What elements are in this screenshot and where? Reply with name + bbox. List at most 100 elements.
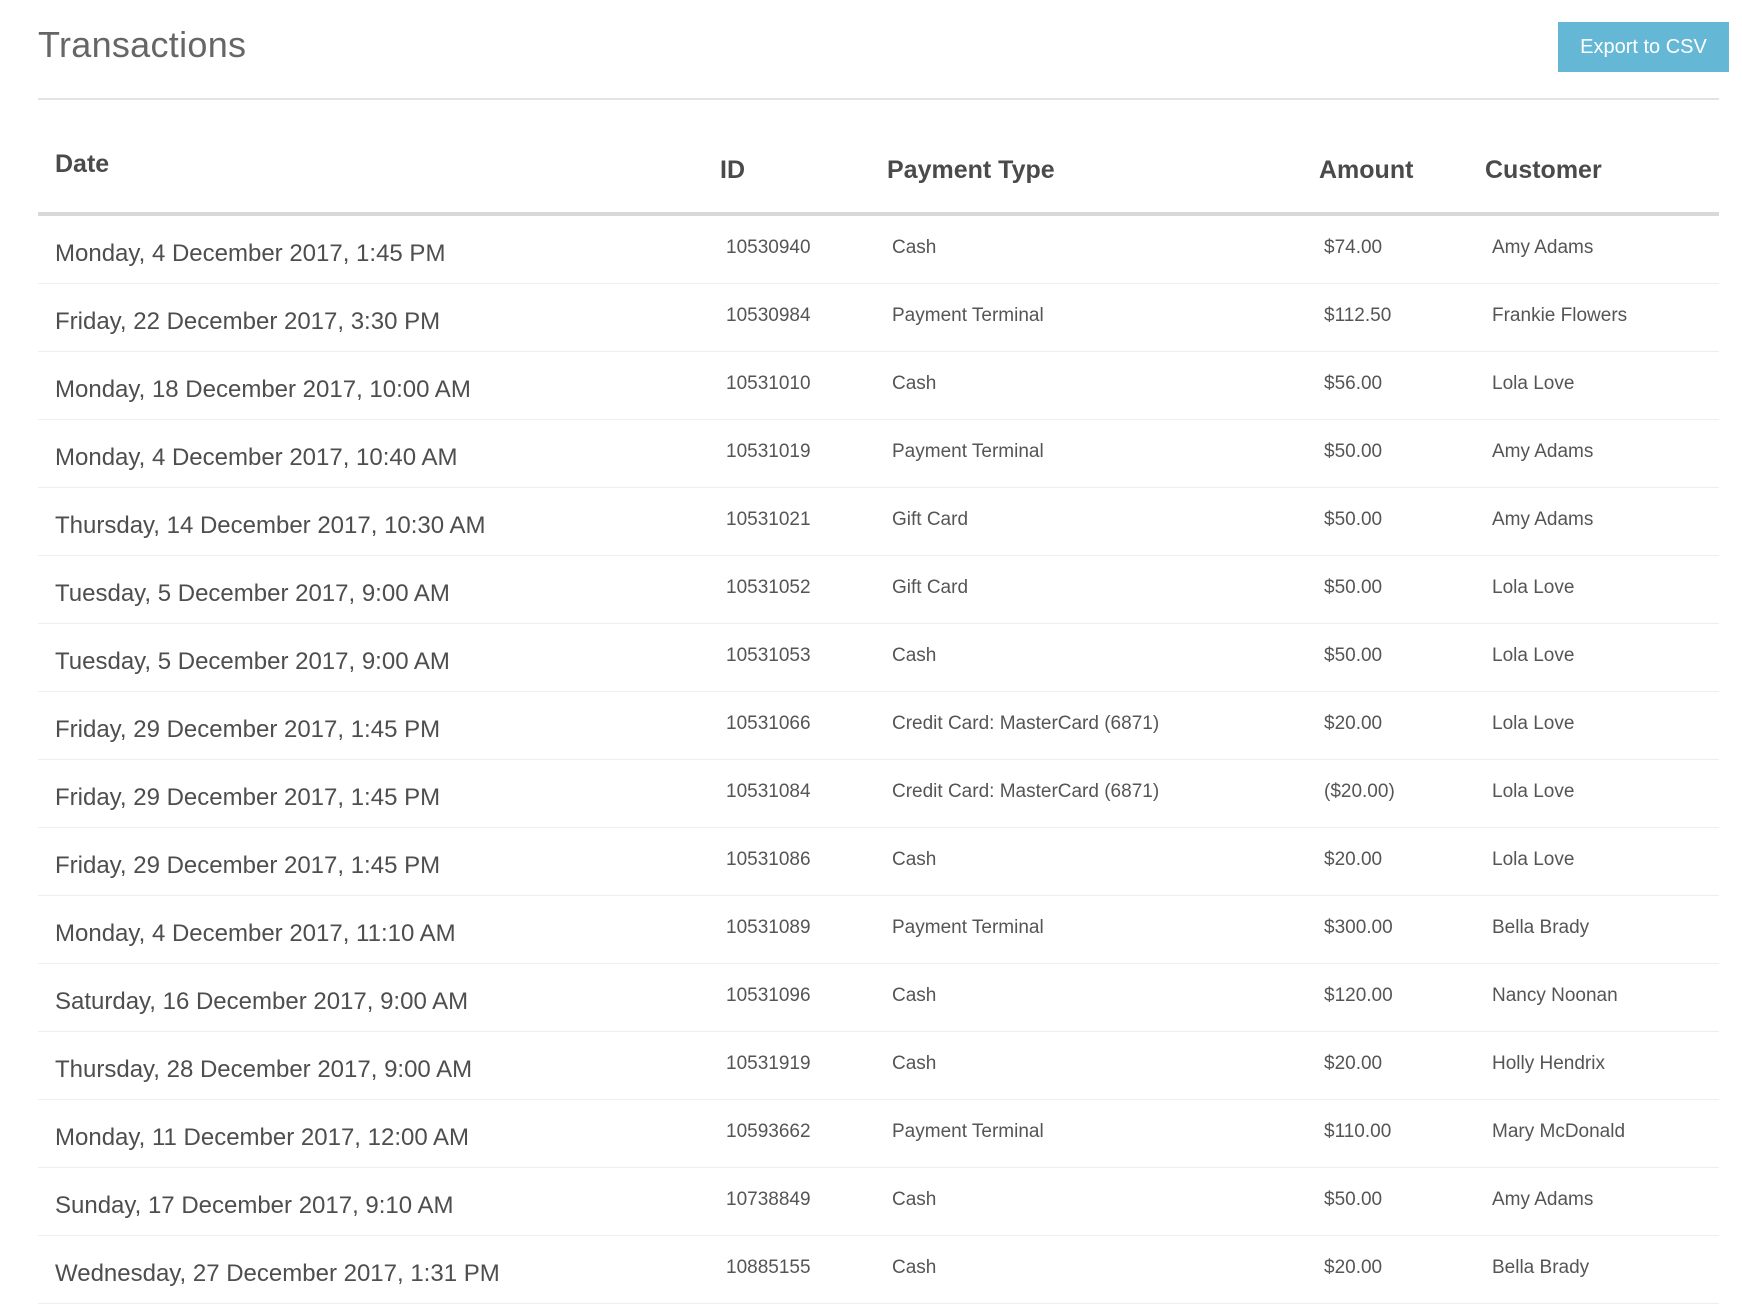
cell-customer: Amy Adams xyxy=(1492,1189,1594,1210)
cell-customer: Nancy Noonan xyxy=(1492,985,1618,1006)
cell-amount: $74.00 xyxy=(1324,237,1383,258)
cell-amount: $56.00 xyxy=(1324,373,1383,394)
page-title: Transactions xyxy=(38,24,247,65)
table-row[interactable]: Monday, 4 December 2017, 10:40 AM 1053101… xyxy=(38,420,1719,488)
export-csv-button[interactable]: Export to CSV xyxy=(1558,22,1729,72)
cell-date: Friday, 29 December 2017, 1:45 PM xyxy=(55,716,441,743)
column-header-date[interactable]: Date xyxy=(55,150,110,178)
cell-payment-type: Cash xyxy=(892,1257,937,1278)
cell-amount: $50.00 xyxy=(1324,577,1383,598)
cell-customer: Bella Brady xyxy=(1492,917,1590,938)
cell-amount: $300.00 xyxy=(1324,917,1393,938)
cell-customer: Amy Adams xyxy=(1492,509,1594,530)
table-row[interactable]: Saturday, 16 December 2017, 9:00 AM 10531… xyxy=(38,964,1719,1032)
cell-amount: $50.00 xyxy=(1324,1189,1383,1210)
cell-customer: Lola Love xyxy=(1492,373,1575,394)
table-row[interactable]: Tuesday, 5 December 2017, 9:00 AM 1053105… xyxy=(38,624,1719,692)
cell-id: 10531066 xyxy=(726,713,811,734)
cell-customer: Lola Love xyxy=(1492,645,1575,666)
cell-amount: $50.00 xyxy=(1324,509,1383,530)
cell-id: 10885155 xyxy=(726,1257,811,1278)
cell-payment-type: Payment Terminal xyxy=(892,917,1044,938)
transactions-table-body: Monday, 4 December 2017, 1:45 PM 10530940… xyxy=(38,216,1719,1304)
table-row[interactable]: Thursday, 14 December 2017, 10:30 AM 1053… xyxy=(38,488,1719,556)
column-header-customer[interactable]: Customer xyxy=(1485,156,1602,184)
cell-payment-type: Cash xyxy=(892,1053,937,1074)
table-row[interactable]: Friday, 29 December 2017, 1:45 PM 1053106… xyxy=(38,692,1719,760)
cell-date: Monday, 18 December 2017, 10:00 AM xyxy=(55,376,471,403)
table-row[interactable]: Monday, 18 December 2017, 10:00 AM 105310… xyxy=(38,352,1719,420)
cell-id: 10530984 xyxy=(726,305,811,326)
column-header-id[interactable]: ID xyxy=(720,156,745,184)
cell-customer: Holly Hendrix xyxy=(1492,1053,1605,1074)
cell-date: Monday, 4 December 2017, 11:10 AM xyxy=(55,920,456,947)
cell-customer: Amy Adams xyxy=(1492,441,1594,462)
cell-payment-type: Credit Card: MasterCard (6871) xyxy=(892,713,1160,734)
cell-id: 10531086 xyxy=(726,849,811,870)
table-row[interactable]: Tuesday, 5 December 2017, 9:00 AM 1053105… xyxy=(38,556,1719,624)
cell-id: 10531089 xyxy=(726,917,811,938)
cell-amount: $20.00 xyxy=(1324,1053,1383,1074)
table-row[interactable]: Monday, 4 December 2017, 1:45 PM 10530940… xyxy=(38,216,1719,284)
table-row[interactable]: Sunday, 17 December 2017, 9:10 AM 1073884… xyxy=(38,1168,1719,1236)
cell-date: Monday, 4 December 2017, 10:40 AM xyxy=(55,444,458,471)
cell-customer: Frankie Flowers xyxy=(1492,305,1628,326)
cell-id: 10531052 xyxy=(726,577,811,598)
cell-date: Monday, 4 December 2017, 1:45 PM xyxy=(55,240,446,267)
cell-id: 10531919 xyxy=(726,1053,811,1074)
cell-payment-type: Payment Terminal xyxy=(892,305,1044,326)
cell-amount: $112.50 xyxy=(1324,305,1392,326)
cell-payment-type: Gift Card xyxy=(892,577,969,598)
cell-date: Saturday, 16 December 2017, 9:00 AM xyxy=(55,988,469,1015)
cell-payment-type: Payment Terminal xyxy=(892,1121,1044,1142)
cell-id: 10531096 xyxy=(726,985,811,1006)
cell-payment-type: Cash xyxy=(892,849,937,870)
column-header-amount[interactable]: Amount xyxy=(1319,156,1414,184)
cell-customer: Lola Love xyxy=(1492,577,1575,598)
cell-date: Friday, 29 December 2017, 1:45 PM xyxy=(55,852,441,879)
cell-date: Tuesday, 5 December 2017, 9:00 AM xyxy=(55,580,450,607)
column-header-payment-type[interactable]: Payment Type xyxy=(887,156,1055,184)
cell-date: Sunday, 17 December 2017, 9:10 AM xyxy=(55,1192,454,1219)
table-row[interactable]: Thursday, 28 December 2017, 9:00 AM 10531… xyxy=(38,1032,1719,1100)
cell-id: 10738849 xyxy=(726,1189,811,1210)
cell-date: Friday, 22 December 2017, 3:30 PM xyxy=(55,308,441,335)
cell-id: 10530940 xyxy=(726,237,811,258)
cell-id: 10531019 xyxy=(726,441,811,462)
cell-payment-type: Payment Terminal xyxy=(892,441,1044,462)
table-row[interactable]: Wednesday, 27 December 2017, 1:31 PM 1088… xyxy=(38,1236,1719,1304)
cell-amount: $120.00 xyxy=(1324,985,1393,1006)
cell-id: 10531010 xyxy=(726,373,811,394)
cell-payment-type: Cash xyxy=(892,645,937,666)
cell-customer: Lola Love xyxy=(1492,713,1575,734)
cell-date: Thursday, 28 December 2017, 9:00 AM xyxy=(55,1056,473,1083)
cell-date: Friday, 29 December 2017, 1:45 PM xyxy=(55,784,441,811)
table-header: Date ID Payment Type Amount Customer xyxy=(38,150,1719,216)
table-row[interactable]: Friday, 29 December 2017, 1:45 PM 1053108… xyxy=(38,828,1719,896)
cell-id: 10531053 xyxy=(726,645,811,666)
cell-date: Wednesday, 27 December 2017, 1:31 PM xyxy=(55,1260,500,1287)
cell-payment-type: Cash xyxy=(892,985,937,1006)
cell-amount: $20.00 xyxy=(1324,849,1383,870)
cell-payment-type: Cash xyxy=(892,1189,937,1210)
table-row[interactable]: Monday, 4 December 2017, 11:10 AM 1053108… xyxy=(38,896,1719,964)
cell-customer: Lola Love xyxy=(1492,781,1575,802)
cell-customer: Amy Adams xyxy=(1492,237,1594,258)
divider xyxy=(38,98,1719,100)
cell-amount: $110.00 xyxy=(1324,1121,1392,1142)
cell-customer: Mary McDonald xyxy=(1492,1121,1626,1142)
table-row[interactable]: Friday, 29 December 2017, 1:45 PM 1053108… xyxy=(38,760,1719,828)
cell-amount: $50.00 xyxy=(1324,645,1383,666)
cell-amount: $50.00 xyxy=(1324,441,1383,462)
cell-payment-type: Cash xyxy=(892,373,937,394)
table-row[interactable]: Monday, 11 December 2017, 12:00 AM 105936… xyxy=(38,1100,1719,1168)
cell-customer: Lola Love xyxy=(1492,849,1575,870)
table-row[interactable]: Friday, 22 December 2017, 3:30 PM 1053098… xyxy=(38,284,1719,352)
cell-id: 10531084 xyxy=(726,781,811,802)
cell-customer: Bella Brady xyxy=(1492,1257,1590,1278)
cell-amount: $20.00 xyxy=(1324,713,1383,734)
cell-payment-type: Cash xyxy=(892,237,937,258)
cell-amount: $20.00 xyxy=(1324,1257,1383,1278)
cell-payment-type: Gift Card xyxy=(892,509,969,530)
cell-id: 10593662 xyxy=(726,1121,811,1142)
